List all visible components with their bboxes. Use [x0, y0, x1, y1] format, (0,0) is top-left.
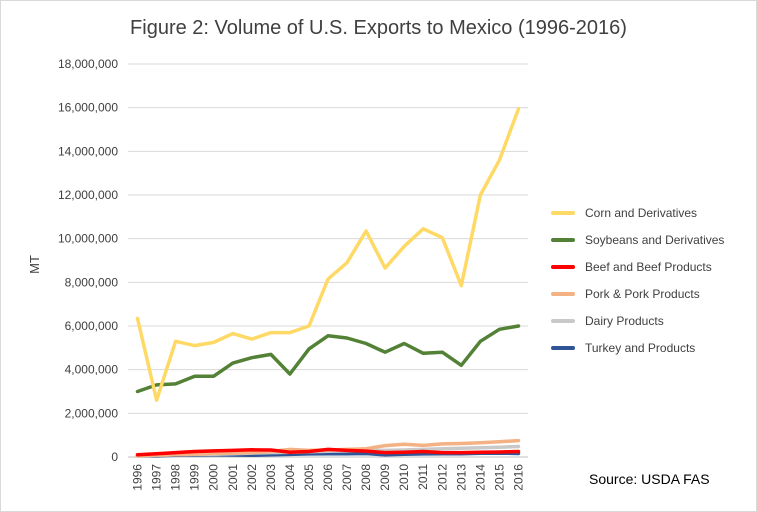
legend-swatch	[551, 291, 575, 296]
x-tick-label: 1999	[188, 464, 202, 491]
x-tick-label: 2015	[492, 464, 506, 491]
x-tick-label: 2007	[340, 464, 354, 491]
legend-item: Pork & Pork Products	[551, 280, 751, 307]
legend-label: Turkey and Products	[585, 340, 696, 355]
legend-label: Corn and Derivatives	[585, 205, 698, 220]
y-tick-label: 18,000,000	[58, 57, 118, 71]
x-tick-label: 2005	[302, 464, 316, 491]
x-tick-label: 1997	[150, 464, 164, 491]
y-axis-label: MT	[27, 255, 42, 274]
y-tick-label: 6,000,000	[65, 319, 119, 333]
x-tick-label: 2016	[511, 464, 525, 491]
y-tick-label: 8,000,000	[65, 275, 119, 289]
y-tick-label: 4,000,000	[65, 363, 119, 377]
legend-label: Soybeans and Derivatives	[585, 232, 725, 247]
chart-title: Figure 2: Volume of U.S. Exports to Mexi…	[130, 17, 627, 39]
series-line-beef-and-beef-products	[135, 447, 521, 457]
legend-swatch	[551, 264, 575, 269]
series-line-corn-and-derivatives	[135, 107, 521, 402]
legend-item: Beef and Beef Products	[551, 253, 751, 280]
y-tick-label: 10,000,000	[58, 232, 118, 246]
legend-label: Beef and Beef Products	[585, 259, 712, 274]
y-tick-label: 0	[111, 450, 118, 464]
legend-swatch	[551, 237, 575, 242]
x-tick-label: 2014	[473, 464, 487, 491]
y-tick-label: 2,000,000	[65, 406, 119, 420]
legend-item: Soybeans and Derivatives	[551, 226, 751, 253]
x-tick-label: 2006	[321, 464, 335, 491]
legend-swatch	[551, 318, 575, 323]
series-line-soybeans-and-derivatives	[135, 324, 521, 394]
x-tick-label: 2010	[397, 464, 411, 491]
x-tick-label: 2012	[435, 464, 449, 491]
chart-legend: Corn and Derivatives Soybeans and Derivat…	[551, 199, 751, 361]
x-tick-label: 2009	[378, 464, 392, 491]
legend-item: Turkey and Products	[551, 334, 751, 361]
legend-swatch	[551, 210, 575, 215]
x-tick-label: 2008	[359, 464, 373, 491]
legend-item: Corn and Derivatives	[551, 199, 751, 226]
source-note: Source: USDA FAS	[589, 471, 710, 487]
legend-swatch	[551, 345, 575, 350]
legend-label: Dairy Products	[585, 313, 664, 328]
y-tick-label: 12,000,000	[58, 188, 118, 202]
y-tick-label: 16,000,000	[58, 101, 118, 115]
legend-label: Pork & Pork Products	[585, 286, 700, 301]
x-tick-label: 1998	[169, 464, 183, 491]
x-tick-label: 2003	[264, 464, 278, 491]
x-tick-label: 2013	[454, 464, 468, 491]
x-tick-label: 2011	[416, 464, 430, 490]
y-tick-label: 14,000,000	[58, 144, 118, 158]
x-tick-label: 2001	[226, 464, 240, 491]
legend-item: Dairy Products	[551, 307, 751, 334]
x-tick-label: 2002	[245, 464, 259, 491]
x-tick-label: 2000	[207, 464, 221, 491]
x-tick-label: 2004	[283, 464, 297, 491]
x-tick-label: 1996	[131, 464, 145, 491]
